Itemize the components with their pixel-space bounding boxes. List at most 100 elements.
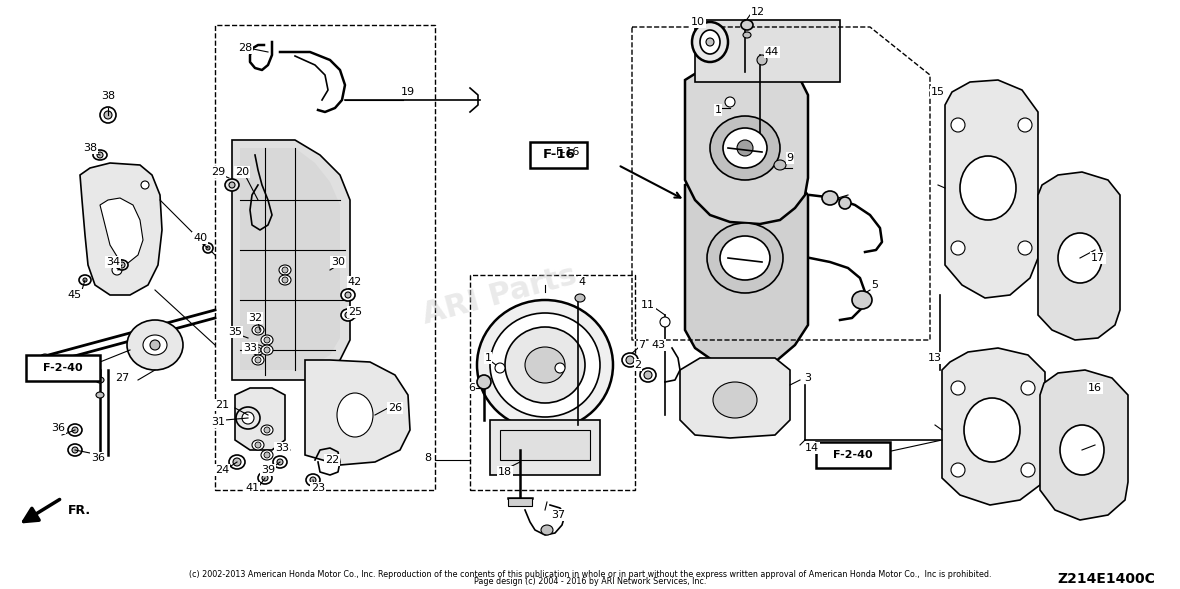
Ellipse shape: [494, 363, 505, 373]
Ellipse shape: [264, 337, 270, 343]
Bar: [490, 420, 599, 475]
Text: 30: 30: [332, 257, 345, 267]
Text: 29: 29: [211, 167, 225, 177]
Text: 18: 18: [498, 467, 512, 477]
Text: (c) 2002-2013 American Honda Motor Co., Inc. Reproduction of the contents of thi: (c) 2002-2013 American Honda Motor Co., …: [189, 570, 991, 579]
Ellipse shape: [723, 128, 767, 168]
Ellipse shape: [725, 97, 735, 107]
Text: 21: 21: [215, 400, 229, 410]
Ellipse shape: [273, 456, 287, 468]
Polygon shape: [235, 388, 286, 450]
Ellipse shape: [1021, 463, 1035, 477]
Ellipse shape: [203, 243, 214, 253]
Ellipse shape: [68, 424, 81, 436]
Ellipse shape: [341, 309, 355, 321]
Ellipse shape: [127, 320, 183, 370]
Ellipse shape: [706, 38, 714, 46]
Ellipse shape: [1060, 425, 1104, 475]
Text: F-16: F-16: [543, 148, 576, 161]
Text: 10: 10: [691, 17, 704, 27]
Polygon shape: [1038, 172, 1120, 340]
Text: 32: 32: [248, 313, 262, 323]
Ellipse shape: [758, 55, 767, 65]
Ellipse shape: [261, 450, 273, 460]
Ellipse shape: [951, 381, 965, 395]
Text: F-2-40: F-2-40: [44, 363, 83, 373]
Bar: [695, 20, 840, 82]
Ellipse shape: [505, 327, 585, 403]
Ellipse shape: [627, 356, 634, 364]
Ellipse shape: [140, 181, 149, 189]
Text: 34: 34: [106, 257, 120, 267]
Ellipse shape: [852, 291, 872, 309]
Ellipse shape: [40, 362, 50, 370]
Ellipse shape: [258, 472, 273, 484]
Ellipse shape: [93, 150, 107, 160]
Ellipse shape: [264, 347, 270, 353]
Ellipse shape: [839, 197, 851, 209]
Ellipse shape: [72, 427, 78, 433]
Text: 12: 12: [750, 7, 765, 17]
Ellipse shape: [1018, 241, 1032, 255]
Text: Z214E1400C: Z214E1400C: [1057, 572, 1155, 586]
Ellipse shape: [710, 116, 780, 180]
Text: 4: 4: [578, 277, 585, 287]
Text: 42: 42: [348, 277, 362, 287]
Ellipse shape: [236, 407, 260, 429]
Ellipse shape: [341, 289, 355, 301]
FancyBboxPatch shape: [817, 442, 890, 468]
Ellipse shape: [660, 317, 670, 327]
Ellipse shape: [255, 347, 261, 353]
Text: 38: 38: [101, 91, 116, 101]
Text: 33: 33: [275, 443, 289, 453]
Ellipse shape: [555, 363, 565, 373]
Ellipse shape: [79, 275, 91, 285]
Polygon shape: [304, 360, 409, 465]
Ellipse shape: [720, 236, 771, 280]
Ellipse shape: [255, 327, 261, 333]
Ellipse shape: [253, 325, 264, 335]
Ellipse shape: [525, 347, 565, 383]
Ellipse shape: [229, 455, 245, 469]
Polygon shape: [100, 198, 143, 263]
Text: 16: 16: [1088, 383, 1102, 393]
Ellipse shape: [96, 392, 104, 398]
Polygon shape: [1040, 370, 1128, 520]
Ellipse shape: [951, 463, 965, 477]
Ellipse shape: [540, 525, 553, 535]
Ellipse shape: [112, 265, 122, 275]
Text: 15: 15: [931, 87, 945, 97]
Text: 22: 22: [324, 455, 339, 465]
Ellipse shape: [150, 340, 160, 350]
Bar: [509, 498, 532, 506]
Text: 37: 37: [551, 510, 565, 520]
Ellipse shape: [691, 22, 728, 62]
Bar: [470, 275, 635, 490]
Ellipse shape: [264, 452, 270, 458]
Text: 28: 28: [238, 43, 253, 53]
Ellipse shape: [774, 160, 786, 170]
Ellipse shape: [206, 246, 210, 250]
Ellipse shape: [951, 118, 965, 132]
Text: 38: 38: [83, 143, 97, 153]
Text: FR.: FR.: [68, 504, 91, 517]
Ellipse shape: [253, 440, 264, 450]
Bar: [215, 25, 435, 490]
Text: 9: 9: [786, 153, 794, 163]
Polygon shape: [680, 358, 789, 438]
Text: 41: 41: [245, 483, 260, 493]
Ellipse shape: [951, 241, 965, 255]
Ellipse shape: [143, 335, 168, 355]
Ellipse shape: [255, 442, 261, 448]
Text: 5: 5: [872, 280, 878, 290]
Ellipse shape: [713, 382, 758, 418]
Ellipse shape: [961, 156, 1016, 220]
Text: 33: 33: [243, 343, 257, 353]
Ellipse shape: [277, 459, 283, 465]
Ellipse shape: [743, 32, 750, 38]
Ellipse shape: [242, 412, 254, 424]
Text: 19: 19: [401, 87, 415, 97]
Ellipse shape: [575, 294, 585, 302]
Ellipse shape: [72, 447, 78, 453]
Ellipse shape: [119, 262, 125, 268]
